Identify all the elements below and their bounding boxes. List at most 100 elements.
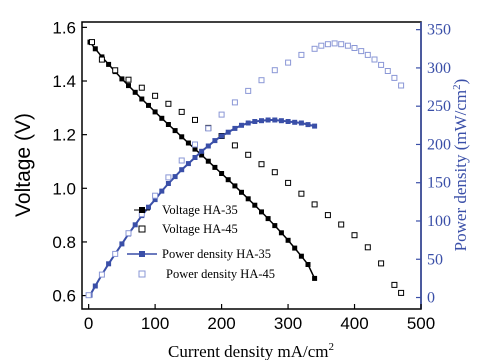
data-point — [292, 245, 298, 251]
data-point — [98, 271, 105, 278]
data-point — [152, 197, 158, 203]
data-point — [344, 42, 351, 49]
x-tick-label: 400 — [340, 314, 368, 333]
data-point — [351, 232, 358, 239]
data-point — [364, 244, 371, 251]
data-point — [192, 141, 198, 148]
data-point — [165, 122, 171, 127]
legend-marker-voltage-ha45 — [138, 225, 146, 233]
data-point — [384, 68, 391, 74]
data-point — [132, 222, 138, 228]
data-point — [245, 151, 252, 158]
data-point — [179, 134, 185, 140]
data-point — [391, 74, 398, 81]
data-point — [178, 157, 185, 164]
data-point — [199, 148, 205, 154]
data-point — [126, 83, 131, 89]
legend: Voltage HA-35 Voltage HA-45 Power densit… — [127, 203, 275, 281]
data-point — [165, 174, 172, 181]
x-axis-label: Current density mA/cm2 — [168, 341, 334, 360]
data-point — [272, 223, 278, 229]
legend-label-power-ha45: Power density HA-45 — [166, 267, 275, 281]
data-point — [219, 171, 225, 176]
series-1 — [87, 39, 318, 281]
data-point — [311, 45, 318, 52]
data-point — [285, 59, 292, 66]
data-point — [318, 42, 325, 49]
x-tick-label: 200 — [207, 314, 235, 333]
data-point — [89, 39, 95, 46]
data-point — [231, 99, 238, 106]
data-point — [138, 84, 145, 91]
data-point — [298, 190, 305, 197]
data-point — [398, 82, 405, 89]
data-point — [98, 56, 105, 63]
y-right-axis-label-main: Power density (mW/cm — [451, 90, 470, 251]
data-point — [358, 48, 365, 55]
data-point — [324, 212, 331, 219]
data-point — [331, 40, 338, 47]
data-point — [252, 202, 258, 208]
data-point — [212, 138, 218, 144]
series-2 — [89, 39, 405, 296]
data-point — [311, 201, 318, 208]
data-point — [371, 56, 378, 63]
legend-marker-power-ha35 — [139, 251, 145, 257]
data-point — [125, 230, 132, 237]
data-point — [106, 261, 112, 267]
data-point — [119, 76, 125, 82]
data-point — [165, 100, 172, 107]
x-ticks: 0 100 200 300 400 500 — [84, 304, 435, 333]
data-point — [185, 161, 191, 167]
data-point — [271, 169, 278, 176]
x-tick-label: 300 — [274, 314, 302, 333]
y-left-tick-label: 0.8 — [52, 233, 76, 252]
legend-item-power-ha45: Power density HA-45 — [138, 267, 275, 281]
data-point — [152, 92, 159, 99]
data-point — [239, 122, 244, 128]
legend-item-voltage-ha45: Voltage HA-45 — [138, 222, 238, 236]
data-point — [152, 192, 159, 199]
y-right-tick-label: 100 — [427, 213, 451, 230]
data-point — [338, 41, 345, 48]
data-point — [245, 87, 252, 94]
data-point — [398, 289, 405, 296]
y-left-tick-label: 1.2 — [52, 126, 76, 145]
data-point — [92, 46, 98, 52]
x-axis-label-sup: 2 — [329, 341, 335, 353]
data-point — [305, 262, 311, 267]
data-point — [258, 77, 265, 84]
x-tick-label: 0 — [84, 314, 93, 333]
data-point — [205, 143, 211, 149]
data-point — [259, 209, 264, 215]
x-tick-label: 500 — [407, 314, 435, 333]
series-layer — [85, 39, 405, 299]
y-right-tick-label: 350 — [427, 22, 451, 39]
legend-marker-power-ha45 — [138, 270, 146, 278]
y-left-tick-label: 1.6 — [52, 18, 76, 37]
y-right-axis-label-sup: 2 — [451, 84, 463, 90]
data-point — [265, 216, 271, 222]
y-left-tick-label: 1.4 — [52, 72, 76, 91]
y-left-tick-label: 0.6 — [52, 287, 76, 306]
y-left-tick-label: 1.0 — [52, 179, 76, 198]
y-right-tick-label: 300 — [427, 60, 451, 77]
x-axis-label-main: Current density mA/cm — [168, 342, 329, 360]
data-point — [298, 120, 304, 126]
data-point — [239, 189, 244, 195]
y-left-ticks: 0.6 0.8 1.0 1.2 1.4 1.6 — [52, 18, 87, 306]
data-point — [245, 196, 251, 202]
data-point — [391, 281, 398, 288]
data-point — [259, 118, 264, 124]
data-point — [112, 67, 119, 74]
data-point — [146, 102, 151, 108]
y-right-tick-label: 250 — [427, 98, 451, 115]
legend-marker-voltage-ha35 — [139, 207, 145, 213]
data-point — [85, 292, 92, 299]
data-point — [364, 51, 371, 58]
y-right-axis-label: Power density (mW/cm2) — [451, 79, 470, 252]
data-point — [125, 76, 132, 83]
plot-frame — [81, 21, 422, 310]
data-point — [139, 96, 145, 102]
